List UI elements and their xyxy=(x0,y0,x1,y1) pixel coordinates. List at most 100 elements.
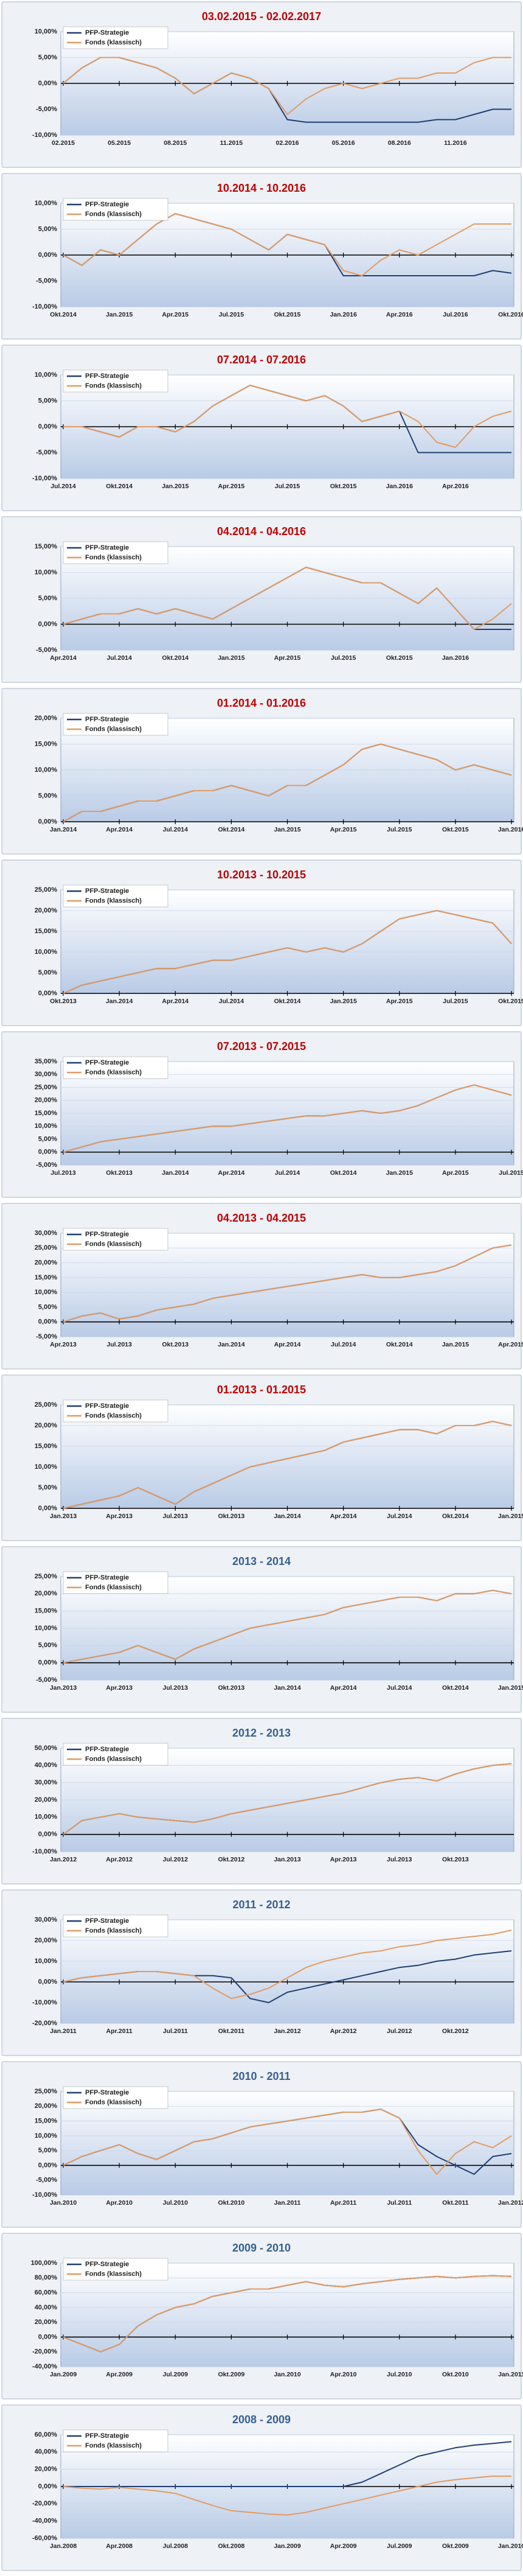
legend-label: Fonds (klassisch) xyxy=(85,2442,142,2449)
x-tick-label: Jan.2015 xyxy=(386,1169,414,1177)
y-tick-label: -5,00% xyxy=(36,1161,57,1169)
legend-box xyxy=(63,1399,168,1423)
x-tick-label: Apr.2015 xyxy=(218,483,244,490)
chart-title: 01.2013 - 01.2015 xyxy=(217,1384,306,1396)
y-tick-label: 20,00% xyxy=(35,1590,58,1597)
x-tick-label: Jan.2014 xyxy=(106,998,133,1005)
x-tick-label: Jul.2014 xyxy=(387,1513,412,1520)
x-tick-label: Jan.2015 xyxy=(498,1684,523,1692)
x-tick-label: Okt.2014 xyxy=(274,998,301,1005)
y-tick-label: 15,00% xyxy=(35,740,58,747)
legend-box xyxy=(63,2258,168,2281)
legend-box xyxy=(63,369,168,393)
x-tick-label: Okt.2011 xyxy=(218,2028,244,2035)
x-tick-label: Okt.2014 xyxy=(386,1341,413,1348)
y-tick-label: 0,00% xyxy=(38,1978,57,1986)
x-tick-label: Jul.2015 xyxy=(219,311,244,318)
x-tick-label: 02.2016 xyxy=(276,139,299,147)
legend-label: PFP-Strategie xyxy=(85,373,129,380)
x-tick-label: Apr.2015 xyxy=(162,311,189,318)
x-tick-label: Jan.2013 xyxy=(50,1513,77,1520)
y-tick-label: 25,00% xyxy=(35,1244,58,1251)
chart-title: 2011 - 2012 xyxy=(232,1899,290,1911)
legend-box xyxy=(63,2429,168,2452)
x-tick-label: Apr.2010 xyxy=(106,2199,133,2207)
series-line xyxy=(63,1084,512,1153)
x-tick-label: Apr.2010 xyxy=(330,2371,357,2378)
y-tick-label: 15,00% xyxy=(35,928,58,935)
x-tick-label: Jan.2015 xyxy=(442,1341,469,1348)
y-tick-label: 5,00% xyxy=(38,1484,57,1491)
legend-label: PFP-Strategie xyxy=(85,2261,129,2268)
y-tick-label: 15,00% xyxy=(35,2117,58,2124)
series-line xyxy=(63,567,512,630)
x-tick-label: 05.2016 xyxy=(332,139,355,147)
series-line xyxy=(63,1244,512,1323)
y-tick-label: 20,00% xyxy=(35,1422,58,1429)
x-tick-label: Okt.2012 xyxy=(218,1856,244,1863)
x-tick-label: Jan.2009 xyxy=(50,2371,77,2378)
x-tick-label: Okt.2014 xyxy=(442,1513,469,1520)
y-tick-label: -60,00% xyxy=(32,2535,57,2542)
legend-box xyxy=(63,1056,168,1079)
x-tick-label: Jul.2010 xyxy=(387,2371,412,2378)
x-tick-label: Jan.2014 xyxy=(218,1341,245,1348)
y-tick-label: 0,00% xyxy=(38,1318,57,1326)
x-tick-label: Apr.2014 xyxy=(162,998,189,1005)
x-tick-label: Apr.2016 xyxy=(386,311,413,318)
x-tick-label: Apr.2013 xyxy=(106,1513,133,1520)
x-tick-label: Jan.2014 xyxy=(50,826,77,833)
y-tick-label: 20,00% xyxy=(35,1796,58,1804)
x-tick-label: Apr.2015 xyxy=(386,998,413,1005)
y-tick-label: 20,00% xyxy=(35,2102,58,2110)
chart-panel: 07.2014 - 07.2016 -10,00% -5,00% 0,00% 5,00%… xyxy=(1,345,522,511)
chart-panel: 2008 - 2009 -60,00% -40,00% -20,00% 0,00% 20,… xyxy=(1,2404,523,2571)
chart-title: 04.2014 - 04.2016 xyxy=(217,525,306,537)
y-tick-label: -20,00% xyxy=(32,2500,57,2507)
x-tick-label: 05.2015 xyxy=(108,139,131,147)
y-tick-label: 20,00% xyxy=(35,1097,58,1104)
x-tick-label: Jan.2010 xyxy=(274,2371,301,2378)
series-line xyxy=(63,2441,512,2487)
y-tick-label: 10,00% xyxy=(35,1625,58,1632)
y-tick-label: -5,00% xyxy=(36,105,57,113)
x-tick-label: Apr.2014 xyxy=(330,1513,357,1520)
y-tick-label: 5,00% xyxy=(38,397,57,404)
y-tick-label: 0,00% xyxy=(38,1149,57,1156)
chart-title: 2012 - 2013 xyxy=(232,1727,291,1739)
y-tick-label: 0,00% xyxy=(38,1831,57,1838)
legend-box xyxy=(63,198,168,221)
chart-title: 03.02.2015 - 02.02.2017 xyxy=(202,10,321,23)
x-tick-label: Okt.2014 xyxy=(330,1169,357,1177)
y-tick-label: 20,00% xyxy=(35,2319,58,2326)
legend-label: PFP-Strategie xyxy=(85,716,129,723)
x-tick-label: Jan.2012 xyxy=(50,1856,77,1863)
x-tick-label: Jul.2014 xyxy=(50,483,76,490)
x-tick-label: Apr.2014 xyxy=(218,1169,244,1177)
y-tick-label: -10,00% xyxy=(32,1848,57,1855)
x-tick-label: Jan.2016 xyxy=(442,654,469,662)
x-tick-label: Okt.2013 xyxy=(442,1856,469,1863)
x-tick-label: Jan.2015 xyxy=(498,1513,523,1520)
y-tick-label: 0,00% xyxy=(38,80,57,87)
x-tick-label: Jan.2012 xyxy=(274,2028,301,2035)
x-tick-label: Okt.2013 xyxy=(50,998,77,1005)
y-tick-label: 30,00% xyxy=(35,1230,58,1237)
y-tick-label: 40,00% xyxy=(35,2304,58,2311)
legend-label: PFP-Strategie xyxy=(85,201,129,208)
y-tick-label: 100,00% xyxy=(31,2259,58,2267)
series-line xyxy=(63,2275,512,2353)
x-tick-label: Apr.2011 xyxy=(106,2028,133,2035)
chart-title: 07.2014 - 07.2016 xyxy=(217,354,306,366)
x-tick-label: Okt.2009 xyxy=(442,2543,469,2550)
x-tick-label: 08.2015 xyxy=(164,139,187,147)
chart-panel: 10.2014 - 10.2016 -10,00% -5,00% 0,00% 5,00%… xyxy=(1,173,523,340)
legend-box xyxy=(63,884,168,908)
legend-box xyxy=(63,1228,168,1251)
x-tick-label: Jul.2014 xyxy=(275,1169,300,1177)
series-line xyxy=(63,1421,512,1509)
x-tick-label: Apr.2008 xyxy=(106,2543,133,2550)
x-tick-label: Jul.2015 xyxy=(387,826,412,833)
x-tick-label: Jan.2010 xyxy=(50,2199,77,2207)
legend-label: PFP-Strategie xyxy=(85,29,129,37)
